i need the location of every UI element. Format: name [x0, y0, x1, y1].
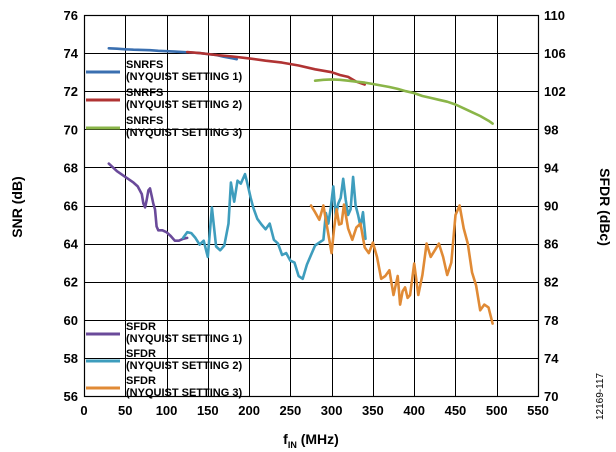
y-left-tick-label: 56 [64, 389, 78, 404]
legend-label-detail: (NYQUIST SETTING 2) [126, 360, 242, 372]
y-left-tick-label: 66 [64, 199, 78, 214]
x-tick-label: 200 [238, 403, 260, 418]
x-tick-label: 550 [527, 403, 549, 418]
legend-label-detail: (NYQUIST SETTING 3) [126, 127, 242, 139]
x-tick-label: 150 [197, 403, 219, 418]
y-axis-right-title: SFDR (dBc) [597, 168, 613, 246]
x-tick-label: 0 [80, 403, 87, 418]
legend-label: SNRFS [126, 87, 163, 99]
x-tick-label: 350 [362, 403, 384, 418]
y-right-tick-label: 94 [544, 160, 559, 175]
legend-label-detail: (NYQUIST SETTING 2) [126, 99, 242, 111]
series-line-5 [181, 172, 367, 281]
legend-label-detail: (NYQUIST SETTING 1) [126, 333, 242, 345]
legend-top-left: SNRFS(NYQUIST SETTING 1)SNRFS(NYQUIST SE… [86, 59, 242, 139]
plot-border [83, 14, 540, 398]
x-tick-label: 100 [156, 403, 178, 418]
legend-label: SFDR [126, 375, 156, 387]
legend-label: SFDR [126, 321, 156, 333]
y-right-tick-label: 82 [544, 275, 558, 290]
x-axis-title-main: f [283, 431, 288, 447]
y-right-tick-label: 90 [544, 199, 558, 214]
x-tick-label: 400 [403, 403, 425, 418]
legend-label: SNRFS [126, 59, 163, 71]
x-tick-label: 500 [486, 403, 508, 418]
y-left-tick-label: 72 [64, 84, 78, 99]
tick-labels: 0 50 100 150 200 250 300 350 400 450 500 550 56 58 60 6… [64, 8, 566, 418]
series-lines [107, 46, 494, 325]
x-axis-title-subscript: IN [288, 440, 297, 450]
legend-label: SNRFS [126, 115, 163, 127]
legend-label-detail: (NYQUIST SETTING 1) [126, 71, 242, 83]
y-right-tick-label: 110 [544, 8, 565, 23]
legend-label-detail: (NYQUIST SETTING 3) [126, 387, 242, 399]
y-right-tick-label: 102 [544, 84, 566, 99]
y-left-tick-label: 68 [64, 160, 78, 175]
legend-bottom-left: SFDR(NYQUIST SETTING 1)SFDR(NYQUIST SETT… [86, 321, 242, 399]
x-tick-label: 50 [118, 403, 132, 418]
y-right-tick-label: 98 [544, 122, 558, 137]
y-left-tick-label: 64 [64, 237, 79, 252]
legend-label: SFDR [126, 348, 156, 360]
y-right-tick-label: 70 [544, 389, 558, 404]
y-left-tick-label: 60 [64, 313, 78, 328]
plot-frame [83, 14, 540, 398]
y-right-tick-label: 86 [544, 237, 558, 252]
series-line-6 [309, 203, 494, 325]
x-tick-label: 250 [280, 403, 302, 418]
x-axis-title-unit: (MHz) [297, 431, 339, 447]
x-tick-label: 450 [445, 403, 467, 418]
y-right-tick-label: 78 [544, 313, 558, 328]
series-line-4 [107, 162, 189, 242]
y-left-tick-label: 58 [64, 351, 78, 366]
y-right-tick-label: 74 [544, 351, 559, 366]
series-line-3 [313, 78, 494, 125]
x-axis-title: fIN (MHz) [283, 431, 339, 450]
y-axis-left-title: SNR (dB) [9, 176, 25, 237]
y-right-tick-label: 106 [544, 46, 566, 61]
figure-id: 12169-117 [595, 372, 606, 420]
y-left-tick-label: 70 [64, 122, 78, 137]
legends: SNRFS(NYQUIST SETTING 1)SNRFS(NYQUIST SE… [86, 59, 242, 399]
y-left-tick-label: 76 [64, 8, 78, 23]
y-left-tick-label: 74 [64, 46, 79, 61]
y-left-tick-label: 62 [64, 275, 78, 290]
x-tick-label: 300 [321, 403, 343, 418]
series-line-2 [185, 50, 367, 86]
